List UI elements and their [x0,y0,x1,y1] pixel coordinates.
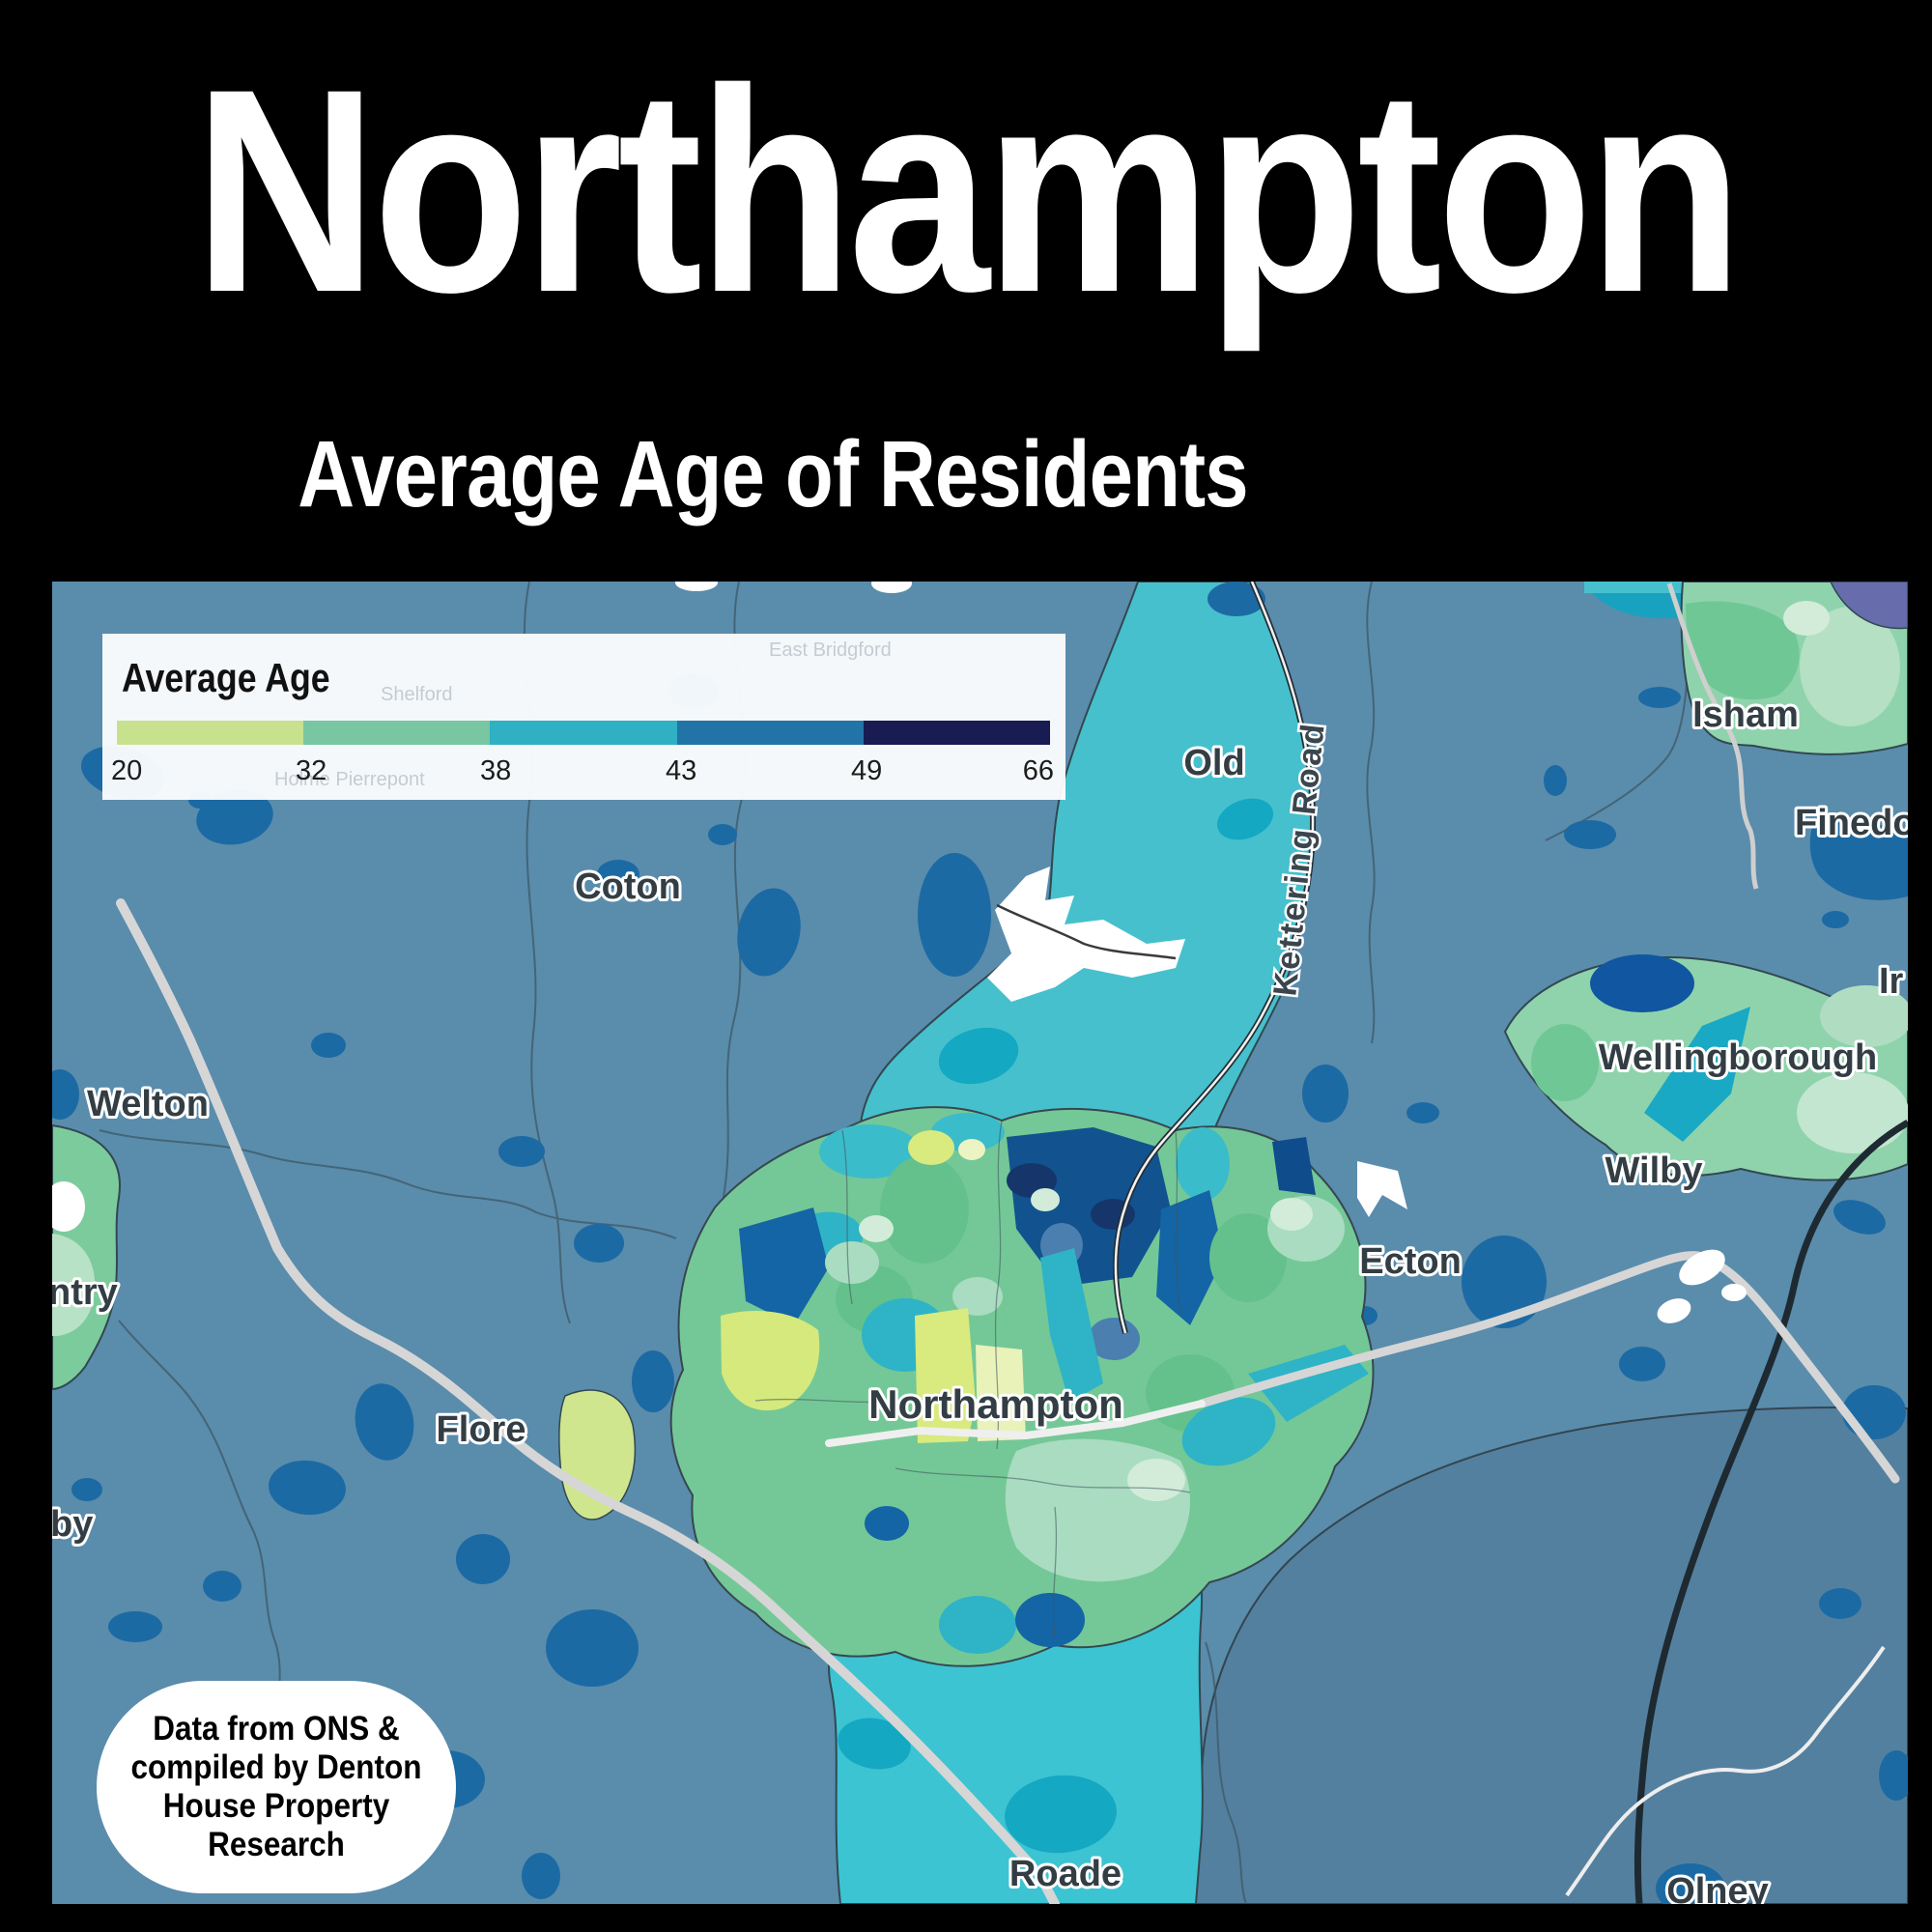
border-southeast [1634,1119,1908,1904]
label-ecton: Ecton [1359,1241,1462,1282]
label-isham: Isham [1692,695,1799,735]
legend-segment-4 [676,721,864,745]
label-old: Old [1183,743,1244,783]
violet-corner [1830,582,1908,630]
legend-color-bar [117,721,1051,745]
daventry-light [52,1234,96,1336]
road-kettering [1114,582,1315,1334]
road-olney [1565,1645,1886,1897]
attribution-badge: Data from ONS & compiled by Denton House… [97,1681,456,1893]
isham-green-dark [1686,601,1800,700]
legend-tick: 38 [480,755,512,786]
label-coton: Coton [575,867,681,907]
label-wellingborough: Wellingborough [1599,1037,1877,1078]
legend-segment-3 [490,721,677,745]
legend-title: Average Age [122,655,330,700]
legend-ticks: 20 32 38 43 49 66 [102,755,1065,788]
region-southeast [1191,1406,1908,1904]
wellingborough-green [1531,1024,1599,1101]
badge-line: compiled by Denton [130,1747,422,1786]
ghost-label: Shelford [381,684,453,705]
wellingborough-navy [1590,954,1694,1012]
boundary-lines [99,582,1690,1904]
label-ir: Ir [1879,961,1904,1002]
label-wilby: Wilby [1605,1151,1703,1191]
label-olney: Olney [1666,1871,1769,1904]
ghost-label: East Bridgford [769,639,892,661]
label-finedon: Finedon [1795,803,1908,843]
wellingborough-mint1 [1797,1072,1908,1153]
label-daventry-clip: ntry [52,1272,118,1313]
label-northampton: Northampton [868,1381,1123,1427]
daventry-white-patch [52,1181,85,1232]
ghost-label: Holme Pierrepont [274,769,425,790]
wellingborough-mint2 [1820,985,1908,1047]
lake-boundary [996,903,1177,960]
isham-mint [1800,607,1900,726]
legend-tick: 43 [666,755,697,786]
urban-mosaic [721,1113,1369,1654]
legend-tick: 66 [1022,755,1054,786]
label-roade: Roade [1009,1854,1122,1894]
legend: East Bridgford Shelford Newton Holme Pie… [102,634,1065,800]
label-flore: Flore [437,1409,526,1450]
road-isham [1666,582,1759,890]
wellingborough-teal [1644,1007,1750,1142]
blue-blobs [52,582,1908,1904]
choropleth-map[interactable]: Old Coton Welton Flore Northampton Roade… [52,582,1908,1904]
page-subtitle: Average Age of Residents [298,421,1248,526]
isham-pale [1783,601,1830,636]
legend-segment-5 [863,721,1051,745]
road-m1 [116,898,1060,1904]
map-frame: Old Coton Welton Flore Northampton Roade… [52,582,1908,1904]
urban-inner-boundaries [754,1120,1191,1638]
finedon-blob [1809,820,1908,900]
label-by-clip: by [52,1504,93,1545]
white-areas [675,582,1747,1323]
legend-tick: 49 [851,755,883,786]
legend-segment-2 [303,721,491,745]
legend-tick: 20 [111,755,143,786]
label-welton: Welton [87,1084,209,1124]
badge-line: Data from ONS & [153,1710,400,1747]
legend-segment-1 [117,721,304,745]
road-urban-white [825,1400,1206,1447]
legend-tick: 32 [296,755,327,786]
road-a45 [1197,1251,1900,1484]
page-title: Northampton [193,28,1743,353]
badge-line: Research [208,1825,345,1863]
badge-line: House Property [162,1786,390,1825]
